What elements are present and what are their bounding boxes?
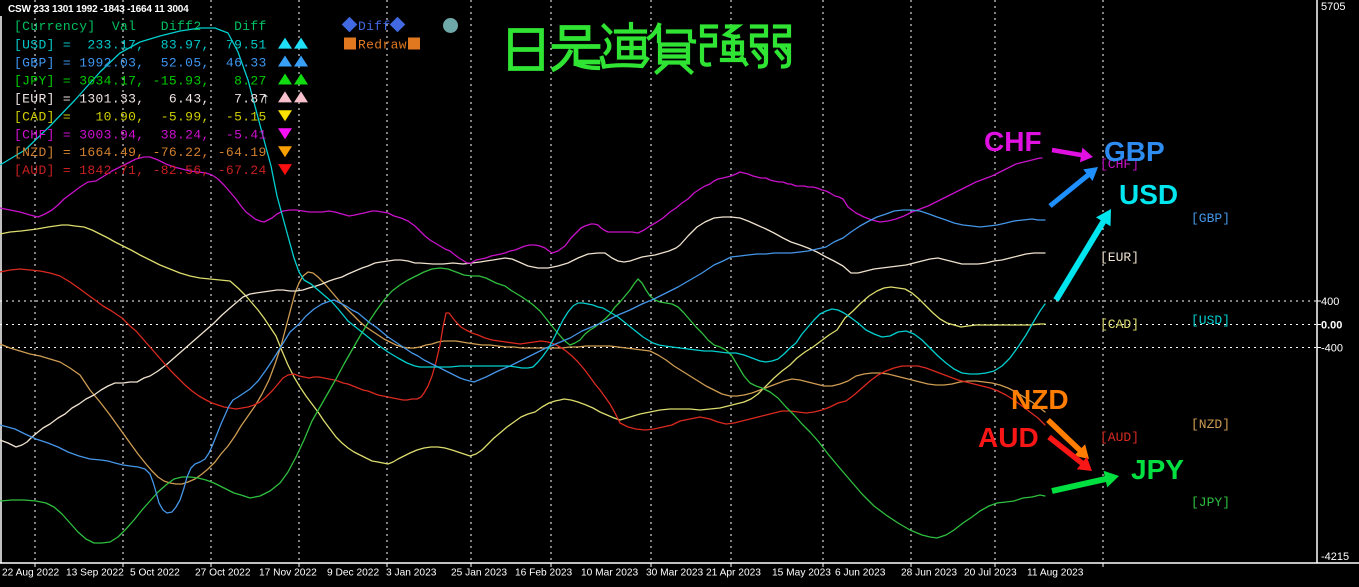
svg-text:[Currency] Val Diff2 Dif: [Currency] Val Diff2 Diff: [14, 19, 267, 34]
svg-text:[CHF] = 3003.94, 38.24, -5.4: [CHF] = 3003.94, 38.24, -5.41: [14, 127, 267, 142]
svg-text:[CAD]: [CAD]: [1100, 317, 1139, 332]
svg-text:5 Oct 2022: 5 Oct 2022: [130, 568, 180, 579]
svg-text:21 Apr 2023: 21 Apr 2023: [706, 568, 761, 579]
svg-text:400: 400: [1321, 296, 1339, 308]
svg-text:↑: ↑: [262, 90, 270, 107]
svg-text:NZD: NZD: [1011, 384, 1069, 415]
svg-text:5705: 5705: [1321, 1, 1345, 13]
svg-text:AUD: AUD: [978, 422, 1039, 453]
svg-text:[USD]: [USD]: [1191, 313, 1230, 328]
svg-text:22 Aug 2022: 22 Aug 2022: [2, 568, 60, 579]
svg-text:-400: -400: [1321, 343, 1343, 355]
svg-text:Diff: Diff: [358, 19, 391, 34]
svg-text:[NZD]: [NZD]: [1191, 417, 1230, 432]
svg-text:20 Jul 2023: 20 Jul 2023: [964, 568, 1017, 579]
svg-text:[CHF]: [CHF]: [1100, 157, 1139, 172]
svg-text:[JPY] = 3034.17, -15.93, 8.2: [JPY] = 3034.17, -15.93, 8.27: [14, 74, 267, 89]
svg-text:6 Jun 2023: 6 Jun 2023: [835, 568, 886, 579]
svg-text:[JPY]: [JPY]: [1191, 495, 1230, 510]
svg-text:-4215: -4215: [1321, 551, 1349, 563]
svg-text:11 Aug 2023: 11 Aug 2023: [1027, 568, 1084, 579]
svg-text:0.00: 0.00: [1321, 320, 1342, 332]
svg-text:17 Nov 2022: 17 Nov 2022: [259, 568, 317, 579]
svg-text:[CAD] = 10.90, -5.99, -5.1: [CAD] = 10.90, -5.99, -5.15: [14, 109, 267, 124]
svg-text:Redraw: Redraw: [358, 38, 407, 53]
svg-text:JPY: JPY: [1131, 454, 1184, 485]
svg-text:9 Dec 2022: 9 Dec 2022: [327, 568, 379, 579]
svg-text:27 Oct 2022: 27 Oct 2022: [195, 568, 251, 579]
svg-text:13 Sep 2022: 13 Sep 2022: [66, 568, 124, 579]
svg-text:[USD] = 233.17, 83.97, 79.5: [USD] = 233.17, 83.97, 79.51: [14, 38, 267, 53]
svg-text:[GBP] = 1992.03, 52.05, 46.3: [GBP] = 1992.03, 52.05, 46.33: [14, 56, 267, 71]
svg-text:28 Jun 2023: 28 Jun 2023: [901, 568, 957, 579]
svg-text:[NZD] = 1664.49, -76.22, -64.1: [NZD] = 1664.49, -76.22, -64.19: [14, 145, 267, 160]
svg-text:USD: USD: [1119, 179, 1178, 210]
svg-text:[EUR] = 1301.33, 6.43, 7.8: [EUR] = 1301.33, 6.43, 7.87: [14, 91, 267, 106]
svg-text:3 Jan 2023: 3 Jan 2023: [386, 568, 437, 579]
svg-text:30 Mar 2023: 30 Mar 2023: [646, 568, 704, 579]
svg-text:CHF: CHF: [984, 126, 1042, 157]
svg-text:[AUD]: [AUD]: [1100, 430, 1139, 445]
svg-text:[AUD] = 1842.71, -82.56, -67.2: [AUD] = 1842.71, -82.56, -67.24: [14, 163, 267, 178]
svg-text:GBP: GBP: [1104, 136, 1165, 167]
svg-text:10 Mar 2023: 10 Mar 2023: [581, 568, 639, 579]
svg-text:15 May 2023: 15 May 2023: [772, 568, 831, 579]
svg-text:[EUR]: [EUR]: [1100, 250, 1139, 265]
svg-text:16 Feb 2023: 16 Feb 2023: [515, 568, 573, 579]
svg-text:CSW 233 1301 1992 -1843 -1664: CSW 233 1301 1992 -1843 -1664 11 3004: [8, 4, 189, 15]
svg-text:[GBP]: [GBP]: [1191, 211, 1230, 226]
svg-text:25 Jan 2023: 25 Jan 2023: [451, 568, 507, 579]
